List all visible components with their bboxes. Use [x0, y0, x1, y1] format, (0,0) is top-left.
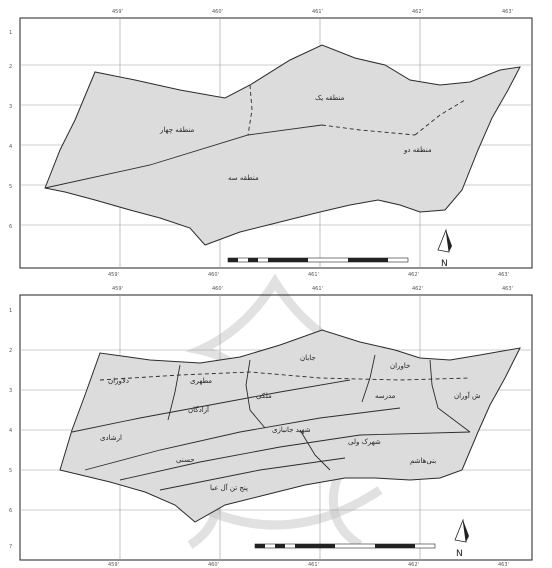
- svg-text:7: 7: [9, 544, 12, 550]
- svg-text:3: 3: [9, 104, 12, 110]
- map-1-x-ticks-bottom: 459' 460' 461' 462' 463': [108, 272, 509, 278]
- svg-text:5: 5: [9, 468, 12, 474]
- svg-text:462': 462': [412, 9, 423, 15]
- map-1-north-arrow-icon: N: [437, 228, 452, 269]
- map-1-border-north-west: [247, 84, 253, 136]
- map-2-region-label: جابان: [300, 354, 316, 362]
- map-2-city-boundary: [59, 329, 521, 523]
- map-2-region-label: شهید جانبازی: [272, 426, 311, 434]
- svg-text:5: 5: [9, 184, 12, 190]
- svg-text:461': 461': [312, 9, 323, 15]
- map-1-border-north-east: [321, 124, 416, 136]
- map-1-x-ticks-top: 459' 460' 461' 462' 463': [112, 9, 513, 15]
- svg-text:3: 3: [9, 388, 12, 394]
- map-2-border: [119, 431, 471, 481]
- map-2-region-label: حسنی: [176, 456, 195, 464]
- map-2-border: [299, 429, 331, 471]
- svg-text:459': 459': [112, 286, 123, 292]
- map-2-x-ticks-bottom: 459' 460' 461' 462' 463': [108, 562, 509, 568]
- map-1-y-ticks: 1 2 3 4 5 6: [9, 30, 12, 230]
- map-1-city-boundary: [44, 44, 521, 246]
- svg-text:459': 459': [112, 9, 123, 15]
- map-2-region-label: مدرسه: [375, 392, 396, 400]
- map-2-north-label: N: [456, 549, 463, 559]
- svg-text:461': 461': [308, 562, 319, 568]
- map-2-region-label: آزادگان: [188, 405, 210, 414]
- map-1-north-label: N: [441, 259, 448, 269]
- svg-text:6: 6: [9, 508, 12, 514]
- map-2-north-arrow-icon: N: [454, 518, 469, 559]
- svg-text:462': 462': [412, 286, 423, 292]
- map-2-border: [245, 359, 266, 429]
- svg-text:459': 459': [108, 272, 119, 278]
- svg-text:1: 1: [9, 308, 12, 314]
- svg-text:460': 460': [212, 9, 223, 15]
- map-2-border: [429, 359, 471, 433]
- map-2-region-label: دلاوران: [108, 377, 129, 385]
- svg-text:461': 461': [308, 272, 319, 278]
- map-2-region-label: بنی‌هاشم: [410, 457, 436, 465]
- svg-text:461': 461': [312, 286, 323, 292]
- map-2-region-label: ش‌ آوران: [454, 391, 481, 400]
- svg-text:460': 460': [208, 272, 219, 278]
- map-2-border: [167, 364, 181, 421]
- map-2-region-label: ارشادی: [100, 434, 122, 442]
- map-2: دلاوران مطهری جابان خاوران ملکی مدرسه ش‌…: [9, 286, 533, 568]
- map-2-x-ticks-top: 459' 460' 461' 462' 463': [112, 286, 513, 292]
- map-1-region-label: منطقه سه: [228, 174, 259, 182]
- svg-text:463': 463': [502, 286, 513, 292]
- map-1-border-diagonal: [44, 124, 323, 189]
- svg-text:2: 2: [9, 348, 12, 354]
- svg-text:463': 463': [498, 272, 509, 278]
- map-2-region-label: ملکی: [256, 392, 272, 400]
- map-1: منطقه چهار منطقه یک منطقه دو منطقه سه N …: [9, 9, 533, 278]
- svg-text:1: 1: [9, 30, 12, 36]
- map-2-region-label: مطهری: [190, 377, 212, 385]
- svg-text:2: 2: [9, 64, 12, 70]
- map-1-scale-bar: [227, 257, 409, 263]
- map-1-frame: [19, 17, 533, 269]
- svg-text:4: 4: [9, 144, 12, 150]
- map-2-region-label: شهرک ولی: [348, 438, 381, 446]
- map-1-region-label: منطقه یک: [315, 94, 345, 102]
- map-2-border: [99, 371, 471, 381]
- map-2-border: [159, 457, 346, 491]
- svg-text:463': 463': [498, 562, 509, 568]
- map-2-y-ticks: 1 2 3 4 5 6 7: [9, 308, 12, 550]
- svg-text:462': 462': [408, 562, 419, 568]
- map-2-scale-bar: [254, 543, 436, 549]
- map-2-border: [84, 407, 401, 471]
- map-2-region-label: خاوران: [390, 362, 410, 370]
- map-2-frame: [19, 294, 533, 561]
- svg-text:462': 462': [408, 272, 419, 278]
- svg-text:4: 4: [9, 428, 12, 434]
- map-1-region-label: منطقه چهار: [159, 126, 194, 134]
- map-1-region-label: منطقه دو: [403, 146, 432, 154]
- svg-text:6: 6: [9, 224, 12, 230]
- svg-text:460': 460': [208, 562, 219, 568]
- svg-text:463': 463': [502, 9, 513, 15]
- svg-text:460': 460': [212, 286, 223, 292]
- map-1-border-east: [414, 99, 466, 136]
- map-2-border: [361, 354, 376, 403]
- svg-text:459': 459': [108, 562, 119, 568]
- map-2-border: [71, 379, 351, 433]
- map-2-region-label: پنج تن آل عبا: [210, 483, 248, 492]
